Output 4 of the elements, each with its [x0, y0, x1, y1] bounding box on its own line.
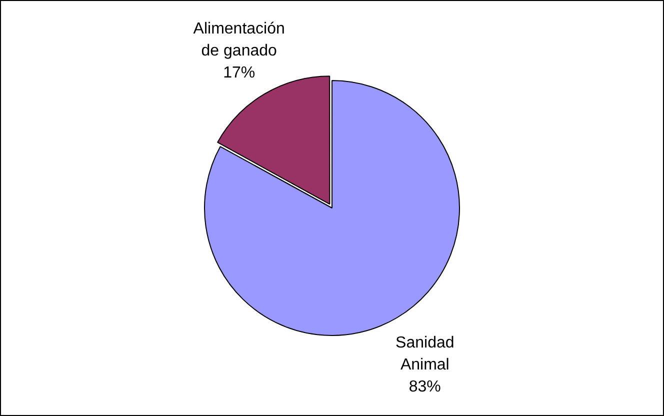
slice-label: Alimentación de ganado — [193, 20, 285, 60]
slice-label: Sanidad Animal — [396, 334, 454, 374]
data-label: 17% — [223, 64, 256, 82]
data-label: 83% — [408, 378, 441, 396]
